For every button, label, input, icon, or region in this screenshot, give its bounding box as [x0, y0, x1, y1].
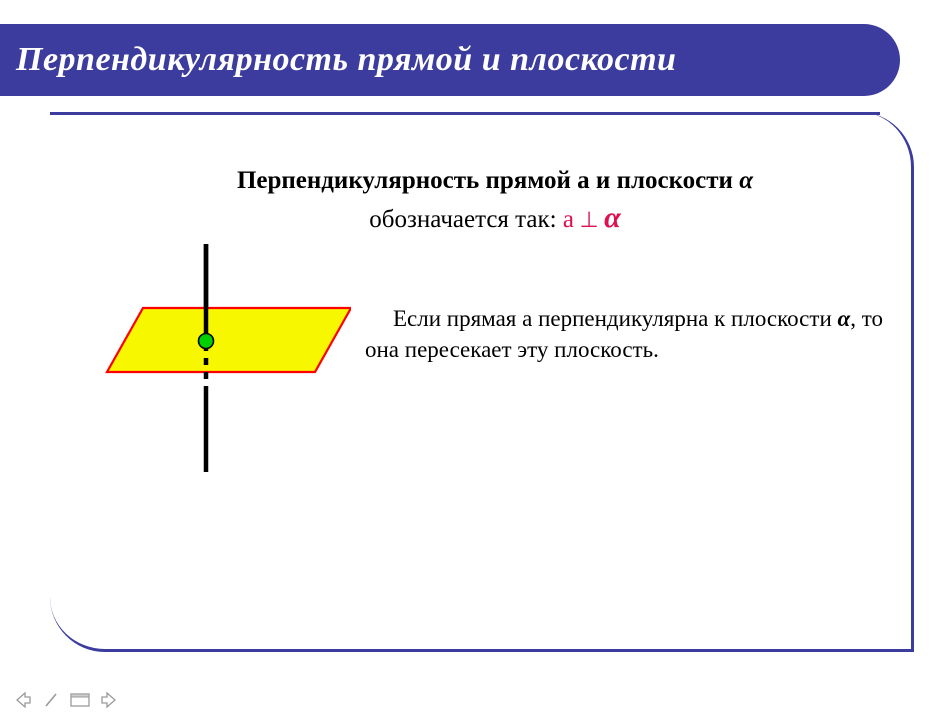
slide-nav: [14, 691, 118, 709]
body-mid1: перпендикулярна к плоскости: [532, 306, 837, 331]
body-pre: Если прямая: [393, 306, 522, 331]
theorem-text: Если прямая a перпендикулярна к плоскост…: [365, 303, 895, 365]
stmt-line1-mid: и плоскости: [590, 167, 740, 194]
pen-icon[interactable]: [42, 691, 60, 709]
body-alpha: α: [838, 306, 851, 331]
prev-slide-icon[interactable]: [14, 691, 32, 709]
perpendicular-diagram: [71, 244, 351, 474]
definition-statement: Перпендикулярность прямой a и плоскости …: [100, 165, 890, 237]
slideshow-icon[interactable]: [70, 693, 90, 707]
stmt-alpha: α: [739, 167, 753, 194]
plane-parallelogram: [107, 308, 351, 372]
stmt-a: a: [577, 167, 590, 194]
stmt-line2-pre: обозначается так:: [369, 206, 563, 233]
slide-title: Перпендикулярность прямой и плоскости: [16, 41, 676, 79]
notation-perp: ⊥: [574, 207, 604, 232]
notation-a: a: [563, 206, 574, 233]
stmt-line1-pre: Перпендикулярность прямой: [237, 167, 577, 194]
intersection-point: [199, 334, 214, 349]
body-a: a: [522, 306, 532, 331]
notation-alpha: α: [604, 201, 621, 234]
next-slide-icon[interactable]: [100, 691, 118, 709]
slide-header: Перпендикулярность прямой и плоскости: [0, 24, 900, 96]
